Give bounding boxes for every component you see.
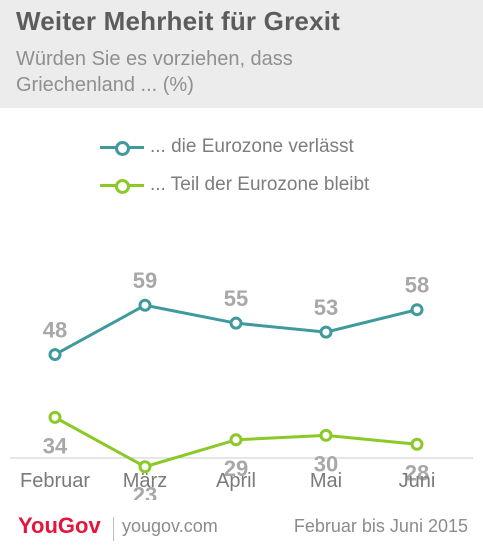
data-label-0-0: 48 xyxy=(43,318,67,343)
data-point-0-2 xyxy=(229,316,243,330)
data-point-0-1 xyxy=(138,298,152,312)
data-point-1-4 xyxy=(410,437,424,451)
data-label-1-1: 23 xyxy=(133,483,157,500)
legend-item-stay: ... Teil der Eurozone bleibt xyxy=(100,166,369,204)
data-label-1-0: 34 xyxy=(43,433,68,458)
legend-swatch-leave xyxy=(100,140,144,156)
data-point-0-4 xyxy=(410,303,424,317)
data-point-0-3 xyxy=(319,325,333,339)
chart-title: Weiter Mehrheit für Grexit xyxy=(16,6,341,36)
data-label-0-1: 59 xyxy=(133,268,157,293)
series-line-0 xyxy=(54,303,418,356)
data-label-0-4: 58 xyxy=(405,273,429,298)
data-label-0-3: 53 xyxy=(314,295,338,320)
legend-item-leave: ... die Eurozone verlässt xyxy=(100,128,369,166)
legend-swatch-stay xyxy=(100,178,144,194)
footer: YouGov yougov.com Februar bis Juni 2015 xyxy=(0,500,483,552)
legend: ... die Eurozone verlässt ... Teil der E… xyxy=(100,128,369,204)
x-tick-label-4: Juni xyxy=(399,470,436,492)
x-tick-label-1: März xyxy=(123,470,167,492)
data-label-1-2: 29 xyxy=(224,456,248,481)
chart-header: Weiter Mehrheit für Grexit Würden Sie es… xyxy=(0,0,483,108)
data-point-1-1 xyxy=(138,460,152,474)
data-point-0-0 xyxy=(48,348,62,362)
x-tick-label-0: Februar xyxy=(20,470,90,492)
legend-label-stay: ... Teil der Eurozone bleibt xyxy=(150,174,370,195)
data-point-1-2 xyxy=(229,433,243,447)
data-label-0-2: 55 xyxy=(224,286,248,311)
period-label: Februar bis Juni 2015 xyxy=(293,516,468,536)
line-chart: 48 59 55 53 58 34 23 29 30 28 Februar März April Mai… xyxy=(10,268,473,500)
x-tick-label-3: Mai xyxy=(310,470,342,492)
footer-divider xyxy=(113,517,114,541)
site-link[interactable]: yougov.com xyxy=(122,516,218,536)
data-point-1-3 xyxy=(319,428,333,442)
yougov-logo: YouGov xyxy=(18,513,101,538)
chart-subtitle: Würden Sie es vorziehen, dass Griechenla… xyxy=(16,48,293,96)
data-label-1-4: 28 xyxy=(405,460,429,485)
legend-label-leave: ... die Eurozone verlässt xyxy=(150,136,354,157)
data-label-1-3: 30 xyxy=(314,451,338,476)
data-point-1-0 xyxy=(48,410,62,424)
x-tick-label-2: April xyxy=(216,470,256,492)
